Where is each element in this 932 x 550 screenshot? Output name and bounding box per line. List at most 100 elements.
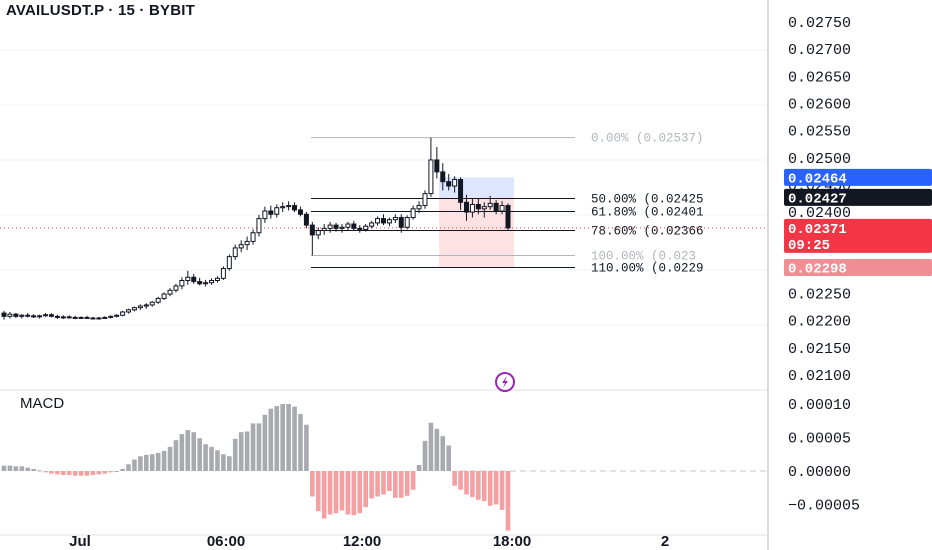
candle-body [262,210,268,220]
candle-body [256,218,262,234]
macd-bar [440,436,446,471]
macd-bar [19,466,25,471]
macd-bar [66,471,72,476]
macd-bar [487,471,493,506]
macd-bar [398,471,404,498]
candle-body [19,314,25,317]
macd-bar [333,471,339,514]
candle-body [363,225,369,230]
macd-bar [476,471,481,500]
grid-lines [0,49,768,326]
candle-body [446,181,452,187]
macd-bar [244,431,250,471]
position-target-zone[interactable] [439,177,514,198]
candle-body [392,217,398,221]
macd-histogram [1,404,511,531]
candle-body [315,230,321,236]
candle-body [250,232,256,242]
candle-body [60,316,66,319]
macd-bar [351,471,357,516]
lightning-icon[interactable] [495,372,515,392]
candle-body [13,313,19,317]
candle-body [155,297,161,303]
macd-bar [126,464,131,471]
candle-body [7,313,13,317]
macd-bar [72,471,78,476]
candle-body [126,309,132,313]
candlestick-series [1,137,511,320]
candle-body [481,206,487,210]
fib-label: 61.80% (0.02401 [591,206,704,220]
macd-bar [256,423,262,471]
price-tick-label: 0.02650 [788,69,851,86]
macd-bar [43,471,48,473]
macd-bar [161,450,167,471]
macd-bar [416,464,422,471]
time-tick-label: 2 [661,533,669,550]
macd-label: MACD [20,395,65,412]
candle-body [226,256,232,270]
macd-bar [96,471,102,475]
macd-bar [232,438,238,471]
price-tag-label: 0.02371 [788,222,847,238]
price-tag-label: 0.02464 [788,171,847,187]
candle-body [214,277,220,282]
candle-body [327,224,333,229]
candle-body [375,218,381,224]
macd-bar [84,471,90,476]
candle-body [398,217,404,228]
price-tick-label: 0.02750 [788,15,851,32]
macd-bar [292,406,297,471]
candle-body [238,244,244,249]
macd-bar [363,471,368,508]
candle-body [469,203,475,213]
macd-bar [102,471,108,474]
candle-body [286,205,292,208]
candle-body [440,171,446,183]
fib-label: 78.60% (0.02366 [591,225,704,239]
macd-axis-ticks: 0.00010 0.00005 0.00000 −0.00005 [788,397,860,515]
candle-body [380,218,386,224]
price-tick-label: 0.02600 [788,96,851,113]
macd-bar [327,471,333,515]
price-tick-label: 0.02400 [788,205,851,222]
price-tag-label: 0.02427 [788,191,847,207]
candle-body [357,227,363,230]
macd-bar [304,424,309,471]
candle-body [292,205,298,211]
macd-bar [197,438,202,471]
macd-bar [458,471,463,490]
price-tag-box [784,258,932,276]
candle-body [410,208,416,219]
candle-body [48,314,54,317]
candle-body [505,205,511,229]
macd-bar [138,456,143,471]
candle-body [475,203,481,210]
price-tag-box [784,168,932,186]
candle-body [345,223,351,228]
macd-bar [13,466,19,471]
macd-tick-label: 0.00000 [788,464,851,481]
macd-bar [227,456,232,471]
candle-body [452,178,458,187]
fib-label: 100.00% (0.023 [591,250,696,264]
candle-body [161,293,167,299]
candle-body [404,217,410,228]
candle-body [185,276,191,282]
candle-body [167,289,173,295]
macd-bar [339,471,345,511]
price-tick-label: 0.02150 [788,341,851,358]
macd-bar [55,471,60,475]
candle-body [386,219,392,224]
macd-bar [387,471,392,492]
candle-body [303,213,309,226]
macd-bar [49,471,54,474]
candle-body [96,317,102,320]
candle-body [232,247,238,258]
price-tick-label: 0.02500 [788,151,851,168]
candle-body [422,193,428,207]
candle-body [84,316,90,319]
